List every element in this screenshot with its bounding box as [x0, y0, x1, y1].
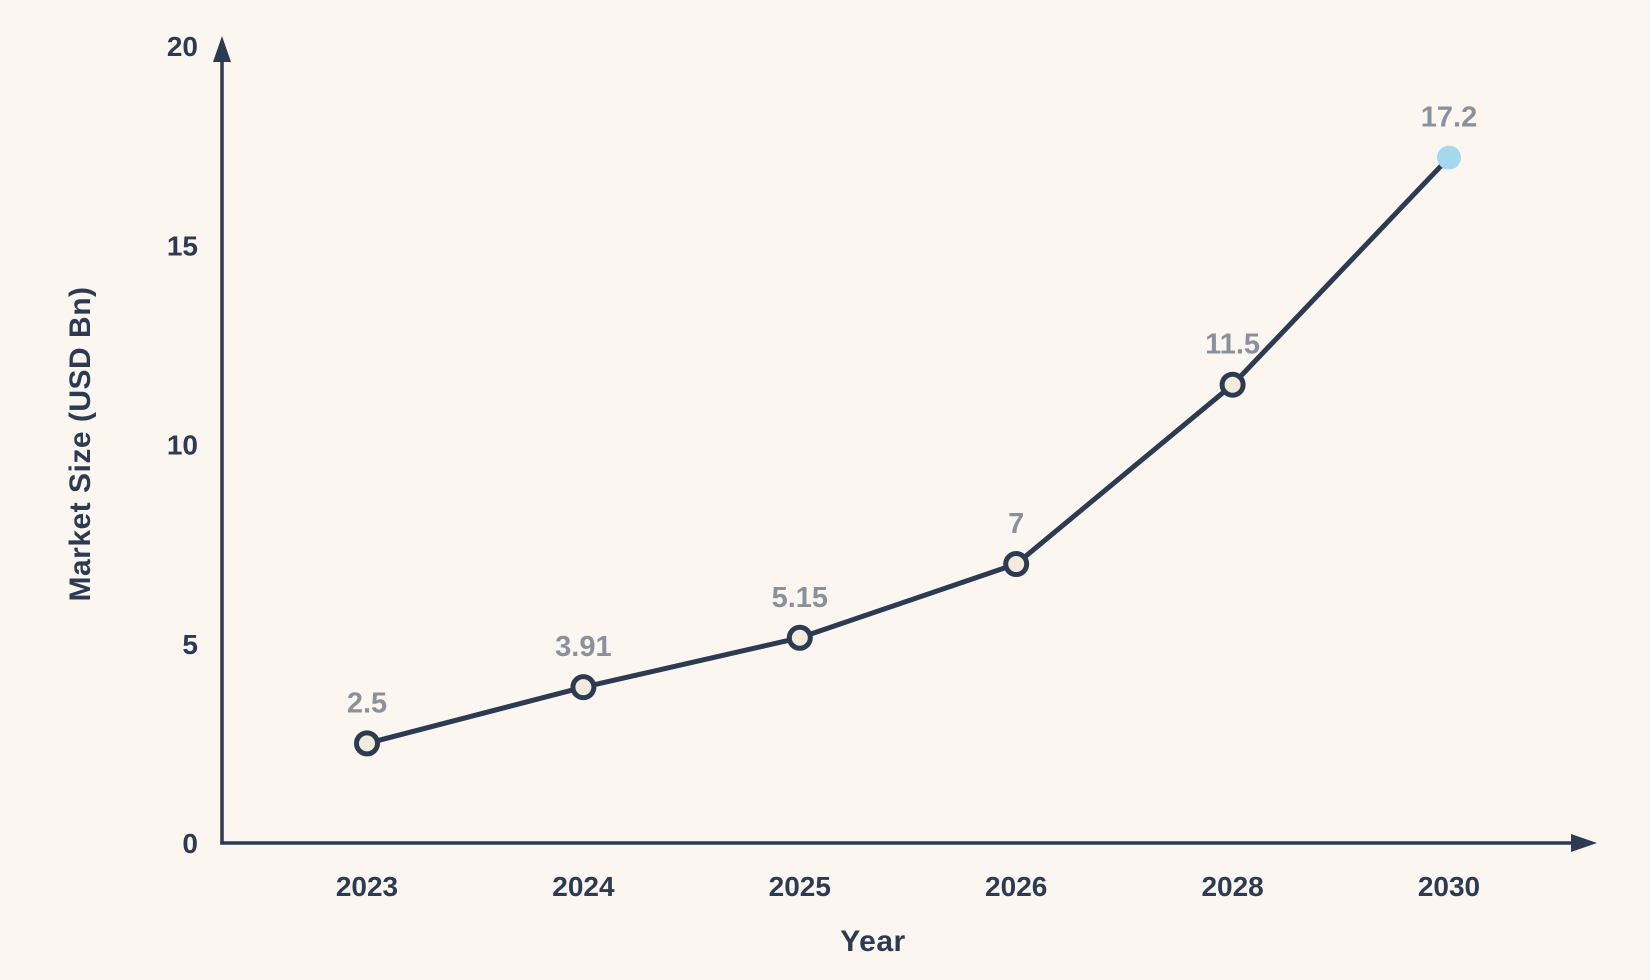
point-value-label: 2.5	[347, 687, 387, 719]
x-tick-label: 2025	[769, 871, 831, 902]
point-value-label: 7	[1008, 508, 1024, 540]
y-axis-arrow-icon	[213, 36, 231, 62]
y-axis-tick-labels: 0 5 10 15 20	[167, 31, 198, 859]
point-value-label: 11.5	[1205, 329, 1260, 361]
x-tick-label: 2026	[985, 871, 1047, 902]
x-axis-title: Year	[840, 925, 905, 958]
data-point-value-labels: 2.5 3.91 5.15 7 11.5 17.2	[347, 102, 1477, 720]
y-tick-label: 10	[167, 430, 198, 461]
y-tick-label: 0	[182, 828, 198, 859]
x-tick-label: 2024	[552, 871, 615, 902]
x-axis-tick-labels: 2023 2024 2025 2026 2028 2030	[336, 871, 1480, 902]
data-point	[570, 674, 597, 701]
point-value-label: 5.15	[772, 582, 828, 614]
x-tick-label: 2023	[336, 871, 398, 902]
y-tick-label: 20	[167, 31, 198, 62]
y-tick-label: 15	[167, 230, 198, 261]
x-tick-label: 2028	[1201, 871, 1263, 902]
data-series	[364, 155, 1452, 746]
x-tick-label: 2030	[1418, 871, 1480, 902]
y-tick-label: 5	[182, 629, 198, 660]
data-point	[1003, 551, 1030, 578]
data-point-markers	[354, 145, 1461, 757]
x-axis-arrow-icon	[1571, 834, 1597, 852]
data-point	[786, 624, 813, 651]
point-value-label: 17.2	[1421, 102, 1477, 134]
data-point-highlight	[1437, 145, 1461, 170]
data-point	[1219, 371, 1246, 398]
series-line	[364, 155, 1452, 746]
point-value-label: 3.91	[555, 631, 611, 663]
data-point	[354, 730, 380, 757]
axes	[213, 36, 1597, 852]
y-axis-title: Market Size (USD Bn)	[64, 286, 97, 601]
